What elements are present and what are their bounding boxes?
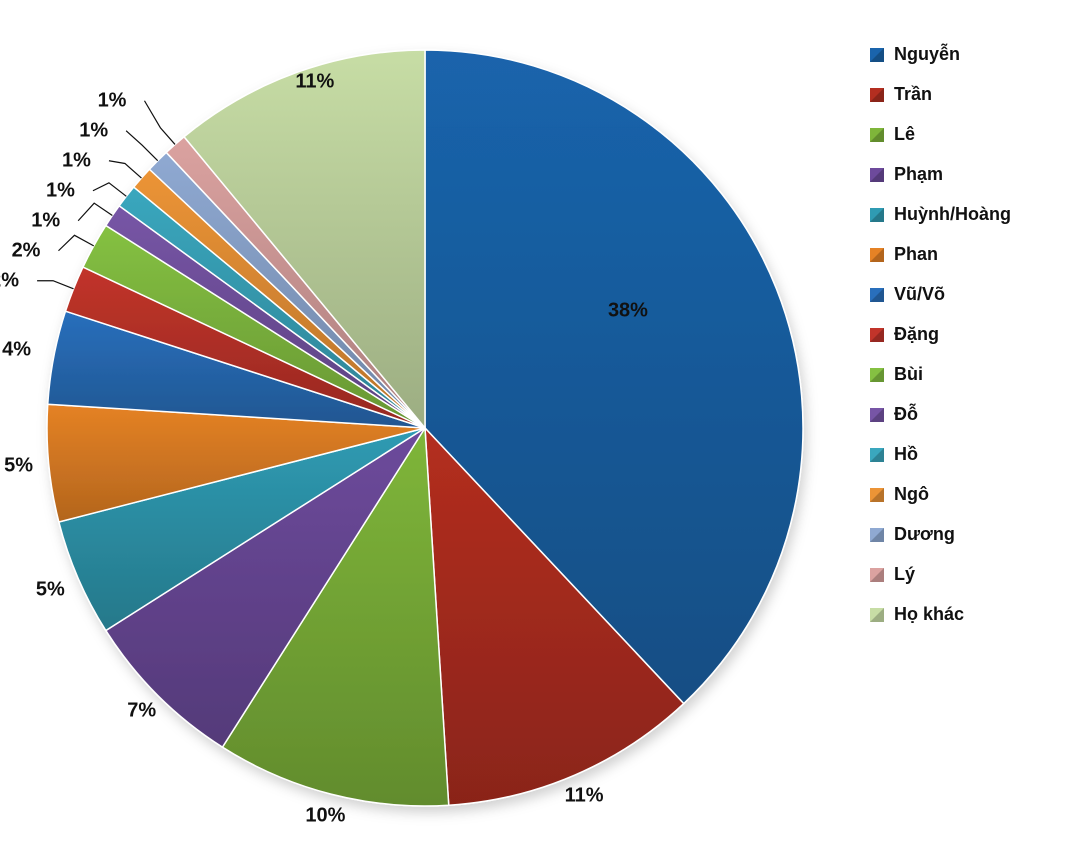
legend-swatch xyxy=(870,448,884,462)
legend-label: Vũ/Võ xyxy=(894,284,945,305)
slice-label: 2% xyxy=(0,269,19,292)
legend-label: Phan xyxy=(894,244,938,265)
leader-line xyxy=(109,161,142,178)
slice-label: 11% xyxy=(295,71,334,94)
legend-swatch xyxy=(870,88,884,102)
legend-label: Họ khác xyxy=(894,604,964,625)
pie-chart-figure: { "chart": { "type": "pie", "background_… xyxy=(0,0,1077,846)
leader-line xyxy=(126,131,158,161)
slice-label: 5% xyxy=(4,455,33,478)
slice-label: 5% xyxy=(36,579,65,602)
leader-line xyxy=(144,101,175,145)
legend-item: Dương xyxy=(870,524,1070,545)
legend-swatch xyxy=(870,368,884,382)
legend-item: Vũ/Võ xyxy=(870,284,1070,305)
legend-swatch xyxy=(870,128,884,142)
legend-label: Phạm xyxy=(894,164,943,185)
legend-item: Họ khác xyxy=(870,604,1070,625)
legend: Nguyễn Trần Lê Phạm Huỳnh/Hoàng Phan Vũ/Võ Đặng… xyxy=(870,44,1070,644)
legend-label: Huỳnh/Hoàng xyxy=(894,204,1011,225)
legend-swatch xyxy=(870,568,884,582)
slice-label: 1% xyxy=(62,149,91,172)
slice-label: 11% xyxy=(565,784,604,807)
legend-label: Bùi xyxy=(894,364,923,385)
slice-label: 1% xyxy=(98,89,127,112)
slice-label: 1% xyxy=(46,179,75,202)
legend-swatch xyxy=(870,208,884,222)
legend-swatch xyxy=(870,608,884,622)
legend-label: Đỗ xyxy=(894,404,918,425)
legend-item: Lê xyxy=(870,124,1070,145)
legend-item: Huỳnh/Hoàng xyxy=(870,204,1070,225)
legend-swatch xyxy=(870,168,884,182)
legend-label: Hồ xyxy=(894,444,918,465)
legend-item: Phan xyxy=(870,244,1070,265)
legend-swatch xyxy=(870,288,884,302)
legend-item: Nguyễn xyxy=(870,44,1070,65)
slice-label: 4% xyxy=(2,339,31,362)
slice-label: 10% xyxy=(305,805,345,828)
legend-swatch xyxy=(870,328,884,342)
slice-label: 1% xyxy=(79,119,108,142)
legend-swatch xyxy=(870,248,884,262)
legend-label: Ngô xyxy=(894,484,929,505)
legend-item: Ngô xyxy=(870,484,1070,505)
leader-line xyxy=(78,203,112,221)
legend-label: Lê xyxy=(894,124,915,145)
legend-item: Đỗ xyxy=(870,404,1070,425)
leader-line xyxy=(37,281,73,289)
leader-line xyxy=(93,183,126,196)
legend-item: Bùi xyxy=(870,364,1070,385)
legend-label: Dương xyxy=(894,524,955,545)
slice-label: 2% xyxy=(12,239,41,262)
legend-item: Hồ xyxy=(870,444,1070,465)
slice-label: 38% xyxy=(608,299,648,322)
legend-item: Trần xyxy=(870,84,1070,105)
legend-swatch xyxy=(870,488,884,502)
legend-item: Phạm xyxy=(870,164,1070,185)
legend-swatch xyxy=(870,48,884,62)
leader-line xyxy=(58,235,93,250)
legend-swatch xyxy=(870,408,884,422)
legend-label: Đặng xyxy=(894,324,939,345)
legend-item: Đặng xyxy=(870,324,1070,345)
slice-label: 1% xyxy=(31,209,60,232)
legend-label: Trần xyxy=(894,84,932,105)
legend-swatch xyxy=(870,528,884,542)
slice-label: 7% xyxy=(127,700,156,723)
legend-item: Lý xyxy=(870,564,1070,585)
legend-label: Lý xyxy=(894,564,915,585)
legend-label: Nguyễn xyxy=(894,44,960,65)
